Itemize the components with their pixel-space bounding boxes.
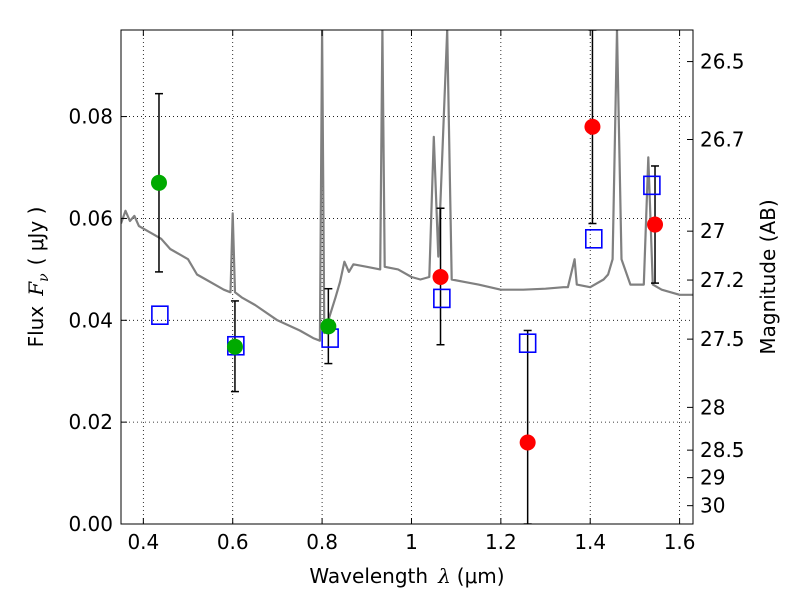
y2-tick-label: 26.7 (700, 127, 745, 151)
model-photometry-square (433, 288, 451, 309)
observed-flux-point (647, 216, 664, 233)
model-spectrum-line (121, 30, 693, 342)
y2-tick-label: 28.5 (700, 438, 745, 462)
y2-tick-label: 30 (700, 494, 725, 518)
plot-frame (120, 29, 694, 525)
y2-tick-label: 27.5 (700, 327, 745, 351)
x-tick-label: 0.6 (217, 530, 249, 554)
x-tick-label: 1.4 (574, 530, 606, 554)
ticks: 0.4 0.6 0.8 1 1.2 1.4 1.6 0.00 0.02 0.04 0.06 0.08 2… (68, 30, 745, 554)
observed-flux-point (584, 118, 601, 135)
observed-flux-point (519, 434, 536, 451)
y2-tick-label: 28 (700, 395, 725, 419)
y-axis-label: FluxFν( μJy ) (24, 207, 52, 348)
model-photometry-square (518, 333, 537, 354)
y2-tick-label: 29 (700, 466, 725, 490)
observed-flux-point (320, 318, 337, 335)
model-photometry-square (584, 229, 603, 249)
y-tick-label: 0.06 (68, 206, 113, 230)
data-layer (121, 30, 693, 524)
y2-tick-label: 27 (700, 219, 725, 243)
y-tick-label: 0.00 (68, 512, 113, 536)
x-tick-label: 0.8 (306, 530, 338, 554)
observed-flux-point (226, 338, 243, 355)
y-tick-label: 0.08 (68, 105, 113, 129)
model-photometry-square (151, 305, 169, 325)
y2-tick-label: 27.2 (700, 268, 745, 292)
x-tick-label: 1.2 (485, 530, 517, 554)
y-tick-label: 0.02 (68, 410, 113, 434)
observed-flux-point (432, 269, 449, 285)
x-tick-label: 0.4 (127, 530, 159, 554)
x-tick-label: 1 (405, 530, 418, 554)
y2-tick-label: 26.5 (700, 50, 745, 74)
y2-axis-label: Magnitude (AB) (756, 199, 780, 354)
x-tick-label: 1.6 (664, 530, 696, 554)
observed-flux-point (150, 174, 167, 191)
model-photometry-square (643, 175, 661, 196)
y-tick-label: 0.04 (68, 308, 113, 332)
x-axis-label: Wavelength λ (μm) (309, 564, 504, 588)
